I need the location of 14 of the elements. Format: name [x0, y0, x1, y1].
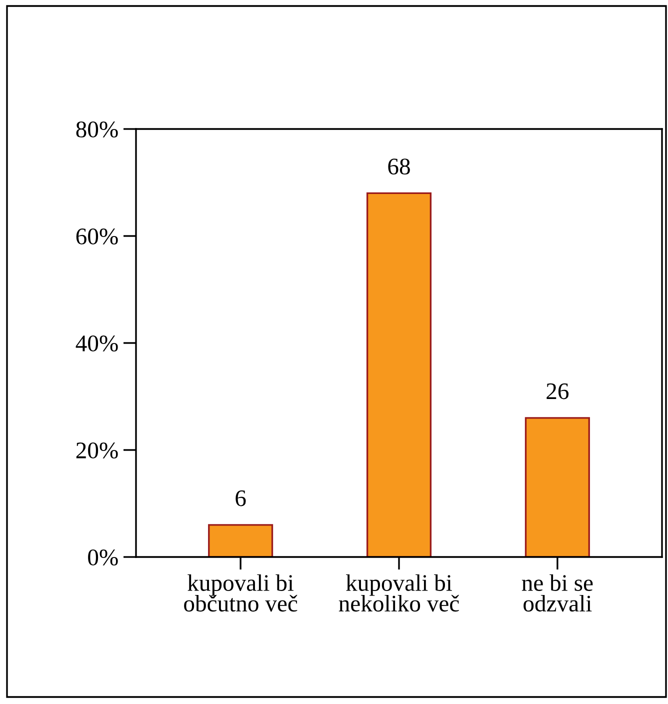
y-tick-label: 40%: [76, 335, 118, 352]
bar: [208, 524, 274, 557]
y-tick-label: 80%: [76, 121, 118, 138]
y-tick-label: 60%: [76, 228, 118, 244]
data-label: 6: [236, 490, 246, 506]
bar: [366, 192, 432, 557]
x-tick-label: kupovali bi nekoliko več: [338, 574, 459, 612]
x-tick-label: kupovali bi občutno več: [184, 574, 298, 612]
y-tick-label: 20%: [76, 442, 118, 458]
data-label: 26: [546, 383, 569, 400]
y-tick-label: 0%: [88, 549, 118, 566]
x-tick-label: ne bi se odzvali: [522, 574, 593, 612]
bar: [524, 417, 590, 557]
data-label: 68: [388, 158, 410, 175]
